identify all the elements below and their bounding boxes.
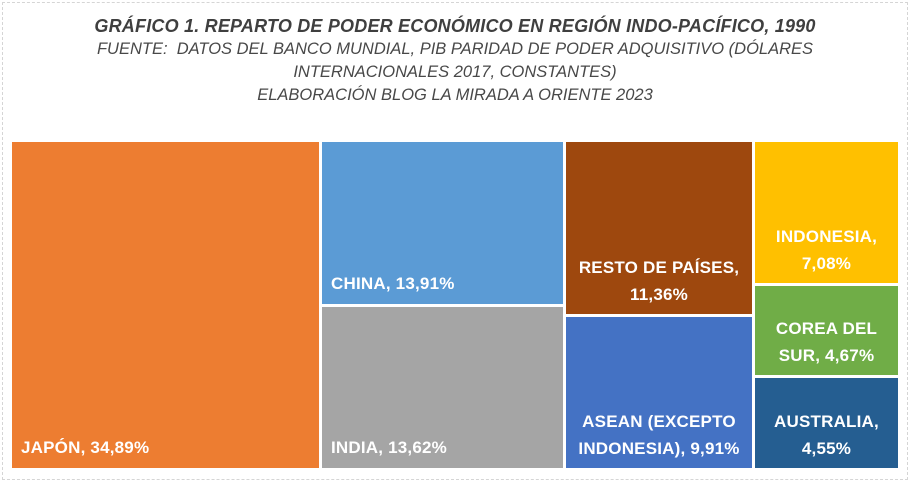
tile-label-japon: JAPÓN, 34,89% xyxy=(21,438,150,457)
treemap-tile-indonesia: INDONESIA, 7,08% xyxy=(755,142,898,283)
tile-label-corea-del-sur: COREA DEL SUR, 4,67% xyxy=(775,319,878,365)
tile-label-china: CHINA, 13,91% xyxy=(331,274,455,293)
chart-subtitle-source-line1: FUENTE: DATOS DEL BANCO MUNDIAL, PIB PAR… xyxy=(96,40,814,58)
tile-label-indonesia: INDONESIA, 7,08% xyxy=(775,227,878,273)
treemap-tile-japon: JAPÓN, 34,89% xyxy=(12,142,319,468)
tile-label-asean: ASEAN (EXCEPTO INDONESIA), 9,91% xyxy=(578,412,740,458)
tile-label-india: INDIA, 13,62% xyxy=(331,438,447,457)
treemap-tile-asean: ASEAN (EXCEPTO INDONESIA), 9,91% xyxy=(566,317,752,468)
tile-label-australia: AUSTRALIA, 4,55% xyxy=(774,412,879,458)
treemap-tile-china: CHINA, 13,91% xyxy=(322,142,563,304)
tile-label-resto-de-paises: RESTO DE PAÍSES, 11,36% xyxy=(578,258,740,304)
treemap-tile-resto-de-paises: RESTO DE PAÍSES, 11,36% xyxy=(566,142,752,314)
chart-header: GRÁFICO 1. REPARTO DE PODER ECONÓMICO EN… xyxy=(0,14,910,107)
treemap-tile-india: INDIA, 13,62% xyxy=(322,307,563,468)
treemap-tile-australia: AUSTRALIA, 4,55% xyxy=(755,378,898,468)
chart-subtitle-attribution: ELABORACIÓN BLOG LA MIRADA A ORIENTE 202… xyxy=(257,86,653,104)
chart-title: GRÁFICO 1. REPARTO DE PODER ECONÓMICO EN… xyxy=(94,16,816,36)
chart-subtitle-source-line2: INTERNACIONALES 2017, CONSTANTES) xyxy=(293,63,617,81)
treemap-tile-corea-del-sur: COREA DEL SUR, 4,67% xyxy=(755,286,898,375)
